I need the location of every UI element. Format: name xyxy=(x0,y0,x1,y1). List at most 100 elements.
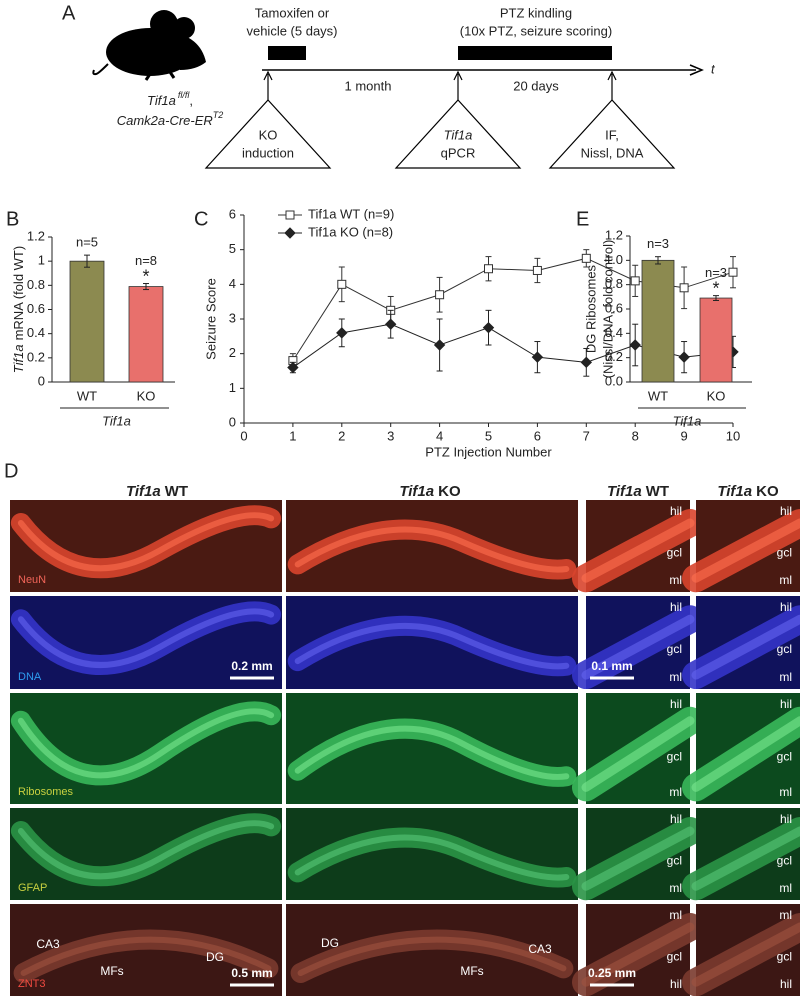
genotype-line: Tif1a fl/fl, xyxy=(147,90,193,108)
gene: Tif1a xyxy=(126,483,161,500)
layer-label: ml xyxy=(669,908,682,922)
step-text: induction xyxy=(242,145,294,160)
sample-size: n=5 xyxy=(76,235,98,250)
layer-label: hil xyxy=(780,600,792,614)
layer-label: hil xyxy=(670,812,682,826)
x-tick-label: KO xyxy=(137,388,156,403)
tissue-band xyxy=(581,922,695,987)
layer-label: gcl xyxy=(667,546,682,560)
tissue-band xyxy=(17,608,275,668)
group-label: Tif1a xyxy=(102,413,131,428)
genotype: KO xyxy=(438,483,461,500)
y-tick-label: 5 xyxy=(229,241,236,256)
tissue-band xyxy=(691,518,800,583)
panel-label: D xyxy=(4,460,18,482)
layer-label: gcl xyxy=(667,642,682,656)
interval-label: 1 month xyxy=(345,78,392,93)
y-tick-label: 0.8 xyxy=(27,277,45,292)
bar xyxy=(128,286,164,383)
data-point xyxy=(581,253,591,263)
data-point xyxy=(287,361,299,374)
x-tick-label: WT xyxy=(648,388,668,403)
y-tick-label: 4 xyxy=(229,276,236,291)
treatment-bar xyxy=(268,46,306,60)
x-tick-label: 8 xyxy=(632,428,639,443)
tissue-band xyxy=(581,826,695,891)
panel-label: A xyxy=(62,2,76,24)
y-tick-label: 0.8 xyxy=(605,276,623,291)
gene: Tif1a xyxy=(147,93,176,108)
y-tick-label: 2 xyxy=(229,345,236,360)
layer-label: ml xyxy=(779,785,792,799)
tissue-band xyxy=(294,725,570,780)
y-tick-label: 0.2 xyxy=(27,349,45,364)
x-tick-label: KO xyxy=(707,388,726,403)
tissue-band xyxy=(17,512,275,572)
layer-label: gcl xyxy=(667,750,682,764)
legend-marker xyxy=(285,210,295,220)
data-point xyxy=(435,290,445,300)
data-point xyxy=(484,264,493,274)
gene: Tif1a xyxy=(717,483,752,500)
data-point xyxy=(532,265,542,275)
separator: , xyxy=(189,93,193,108)
y-axis-label: Seizure Score xyxy=(203,278,218,360)
column-header: Tif1a WT xyxy=(126,483,188,500)
layer-label: gcl xyxy=(667,950,682,964)
bar xyxy=(69,260,105,383)
stain-label: NeuN xyxy=(18,574,46,586)
kindling-bar xyxy=(458,46,612,60)
y-tick-label: 0.0 xyxy=(605,373,623,388)
tissue-band xyxy=(691,716,800,792)
kindling-text: PTZ kindling xyxy=(500,5,572,20)
data-point xyxy=(580,356,593,369)
layer-label: gcl xyxy=(777,642,792,656)
stain-label: Ribosomes xyxy=(18,786,74,798)
layer-label: ml xyxy=(669,881,682,895)
data-point xyxy=(336,327,348,339)
column-header: Tif1a WT xyxy=(607,483,669,500)
data-point xyxy=(531,351,544,363)
significance-marker: * xyxy=(142,266,149,286)
tissue-band xyxy=(581,716,695,792)
data-point xyxy=(629,339,641,351)
y-axis-label-gene: Tif1a xyxy=(11,344,26,373)
sample-size: n=3 xyxy=(647,236,669,251)
x-axis-label: PTZ Injection Number xyxy=(425,444,552,459)
genotype: WT xyxy=(165,483,188,500)
y-tick-label: 0.6 xyxy=(27,301,45,316)
data-point xyxy=(433,339,446,351)
data-point xyxy=(337,279,347,289)
charts: 0 0.2 0.4 0.6 0.8 1 1.2 Tif1a mRNA (fold WT) n=5 W… xyxy=(11,206,752,459)
gene: Tif1a xyxy=(607,483,642,500)
stain-label: GFAP xyxy=(18,882,47,894)
group-label: Tif1a xyxy=(673,413,702,428)
tissue-band xyxy=(297,936,567,976)
sample-size: n=8 xyxy=(135,253,157,268)
tissue-band xyxy=(691,922,800,987)
layer-label: gcl xyxy=(777,750,792,764)
layer-label: hil xyxy=(670,977,682,991)
interval-label: 20 days xyxy=(513,78,559,93)
genotype: KO xyxy=(756,483,779,500)
scale-bar-label: 0.1 mm xyxy=(591,659,632,673)
layer-label: ml xyxy=(779,670,792,684)
bar xyxy=(699,297,733,383)
layer-label: hil xyxy=(780,812,792,826)
tissue-band xyxy=(691,614,800,680)
x-tick-label: 6 xyxy=(534,428,541,443)
column-header: Tif1a KO xyxy=(717,483,779,500)
significance-marker: * xyxy=(712,278,719,298)
x-tick-label: 2 xyxy=(338,428,345,443)
region-label: DG xyxy=(321,936,339,950)
step-text: qPCR xyxy=(441,145,476,160)
panel-label: C xyxy=(194,208,208,230)
superscript: fl/fl xyxy=(178,90,191,100)
layer-label: gcl xyxy=(667,854,682,868)
data-point xyxy=(728,267,738,277)
y-axis-label: Tif1a mRNA (fold WT) xyxy=(11,246,26,373)
y-tick-label: 0.6 xyxy=(605,300,623,315)
tissue-band xyxy=(581,614,695,680)
x-tick-label: WT xyxy=(77,388,97,403)
layer-label: hil xyxy=(780,504,792,518)
